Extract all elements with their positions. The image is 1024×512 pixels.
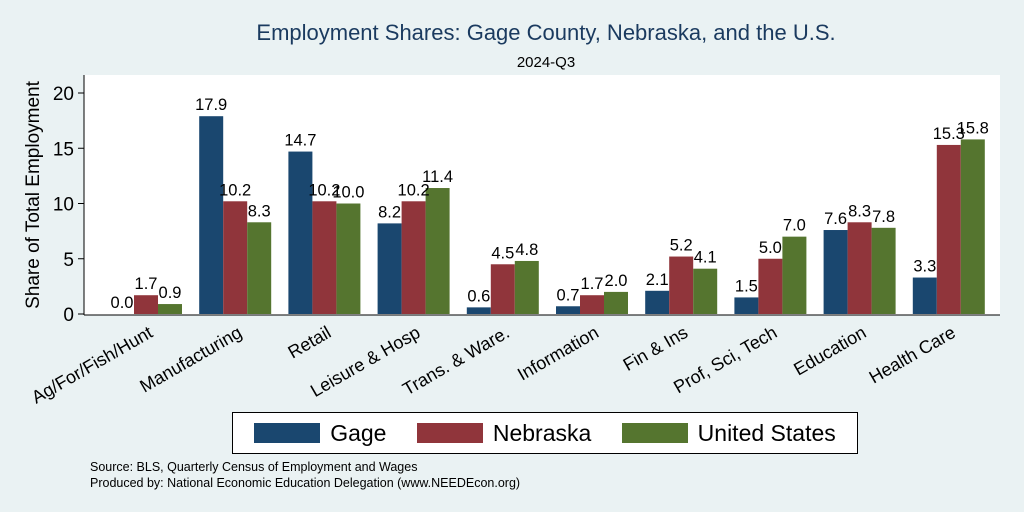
y-axis-ticks: 0 5 10 15 20 <box>53 84 84 326</box>
source-note: Source: BLS, Quarterly Census of Employm… <box>90 460 418 474</box>
value-label-gage-manufacturing: 17.9 <box>195 96 227 114</box>
bar-nebraska-leisure-hosp <box>401 201 426 314</box>
value-label-nebraska-trans-ware: 4.5 <box>491 244 514 262</box>
bar-gage-manufacturing <box>199 116 224 314</box>
value-label-united-states-leisure-hosp: 11.4 <box>422 168 453 186</box>
value-label-nebraska-manufacturing: 10.2 <box>219 181 251 199</box>
bar-united-states-trans-ware <box>514 260 539 314</box>
bar-gage-prof-sci-tech <box>734 297 759 314</box>
value-label-united-states-trans-ware: 4.8 <box>515 241 538 259</box>
legend-item-nebraska: Nebraska <box>416 419 592 447</box>
bar-nebraska-fin-ins <box>669 256 694 314</box>
legend-label-nebraska: Nebraska <box>492 419 592 446</box>
bar-nebraska-prof-sci-tech <box>758 258 783 314</box>
value-labels-group: 0.01.7 0.917.910.28.314.710.210.08.210.21… <box>111 96 989 312</box>
y-tick-label: 20 <box>53 84 74 105</box>
bar-nebraska-education <box>847 222 872 314</box>
bar-gage-trans-ware <box>466 307 491 314</box>
bar-united-states-leisure-hosp <box>425 188 450 314</box>
legend-swatch-nebraska <box>416 423 483 443</box>
bar-united-states-retail <box>336 203 361 314</box>
value-label-nebraska-retail: 10.2 <box>308 181 340 199</box>
legend-item-gage: Gage <box>254 420 386 447</box>
bars-group <box>134 116 985 314</box>
value-label-nebraska-prof-sci-tech: 5.0 <box>759 239 782 257</box>
value-label-nebraska-information: 1.7 <box>581 275 604 293</box>
value-label-gage-fin-ins: 2.1 <box>646 271 669 289</box>
bar-united-states-manufacturing <box>247 222 272 314</box>
value-label-united-states-prof-sci-tech: 7.0 <box>783 217 806 235</box>
value-label-nebraska-education: 8.3 <box>848 202 871 220</box>
value-label-gage-retail: 14.7 <box>284 132 316 150</box>
bar-gage-education <box>823 230 848 314</box>
bar-nebraska-manufacturing <box>223 201 248 314</box>
y-tick-label: 10 <box>53 195 74 216</box>
x-tick-label-education: Education <box>790 322 869 379</box>
bar-nebraska-trans-ware <box>490 264 515 314</box>
value-label-united-states-education: 7.8 <box>872 208 895 226</box>
y-axis-label: Share of Total Employment <box>23 80 44 308</box>
value-label-gage-health-care: 3.3 <box>913 258 936 276</box>
value-label-united-states-ag-for-fish-hunt: 0.9 <box>159 284 182 302</box>
value-label-united-states-manufacturing: 8.3 <box>248 202 271 220</box>
bar-gage-leisure-hosp <box>377 223 402 314</box>
bar-nebraska-information <box>580 295 604 314</box>
bar-nebraska-ag-for-fish-hunt <box>134 295 158 314</box>
value-label-gage-prof-sci-tech: 1.5 <box>735 277 758 295</box>
bar-gage-fin-ins <box>645 290 670 314</box>
chart-subtitle: 2024-Q3 <box>517 54 575 71</box>
legend-swatch-gage <box>254 423 321 443</box>
value-label-united-states-fin-ins: 4.1 <box>694 249 717 267</box>
bar-gage-health-care <box>912 277 937 314</box>
value-label-gage-ag-for-fish-hunt: 0.0 <box>111 294 134 312</box>
bar-united-states-prof-sci-tech <box>782 236 807 314</box>
value-label-gage-leisure-hosp: 8.2 <box>378 203 401 221</box>
value-label-nebraska-leisure-hosp: 10.2 <box>398 181 430 199</box>
value-label-nebraska-fin-ins: 5.2 <box>670 237 693 255</box>
value-label-gage-information: 0.7 <box>557 286 580 304</box>
legend: Gage Nebraska United States <box>232 412 858 454</box>
y-tick-label: 15 <box>53 139 74 160</box>
bar-united-states-information <box>604 291 628 314</box>
x-tick-label-ag-for-fish-hunt: Ag/For/Fish/Hunt <box>28 322 156 407</box>
bar-united-states-ag-for-fish-hunt <box>158 304 182 314</box>
value-label-gage-trans-ware: 0.6 <box>467 287 490 305</box>
x-tick-label-manufacturing: Manufacturing <box>136 322 245 396</box>
x-tick-label-fin-ins: Fin & Ins <box>620 322 692 375</box>
bar-gage-information <box>556 306 580 314</box>
bar-united-states-fin-ins <box>693 268 718 314</box>
legend-label-us: United States <box>697 419 836 446</box>
y-tick-label: 0 <box>63 305 74 326</box>
value-label-nebraska-ag-for-fish-hunt: 1.7 <box>135 275 158 293</box>
bar-nebraska-retail <box>312 201 337 314</box>
value-label-united-states-retail: 10.0 <box>332 184 364 202</box>
bar-united-states-health-care <box>960 139 985 314</box>
chart-title: Employment Shares: Gage County, Nebraska… <box>256 20 835 45</box>
legend-swatch-us <box>621 423 688 443</box>
y-tick-label: 5 <box>63 250 74 271</box>
value-label-united-states-health-care: 15.8 <box>957 119 989 137</box>
x-tick-label-retail: Retail <box>285 322 335 362</box>
legend-item-us: United States <box>621 419 836 447</box>
value-label-nebraska-health-care: 15.3 <box>933 125 965 143</box>
bar-gage-retail <box>288 151 313 314</box>
x-tick-label-information: Information <box>514 322 602 384</box>
legend-label-gage: Gage <box>330 419 387 446</box>
bar-nebraska-health-care <box>936 144 961 314</box>
value-label-united-states-information: 2.0 <box>605 272 628 290</box>
x-tick-label-health-care: Health Care <box>866 322 959 387</box>
bar-united-states-education <box>871 227 896 314</box>
value-label-gage-education: 7.6 <box>824 210 847 228</box>
produced-by-note: Produced by: National Economic Education… <box>90 476 521 490</box>
